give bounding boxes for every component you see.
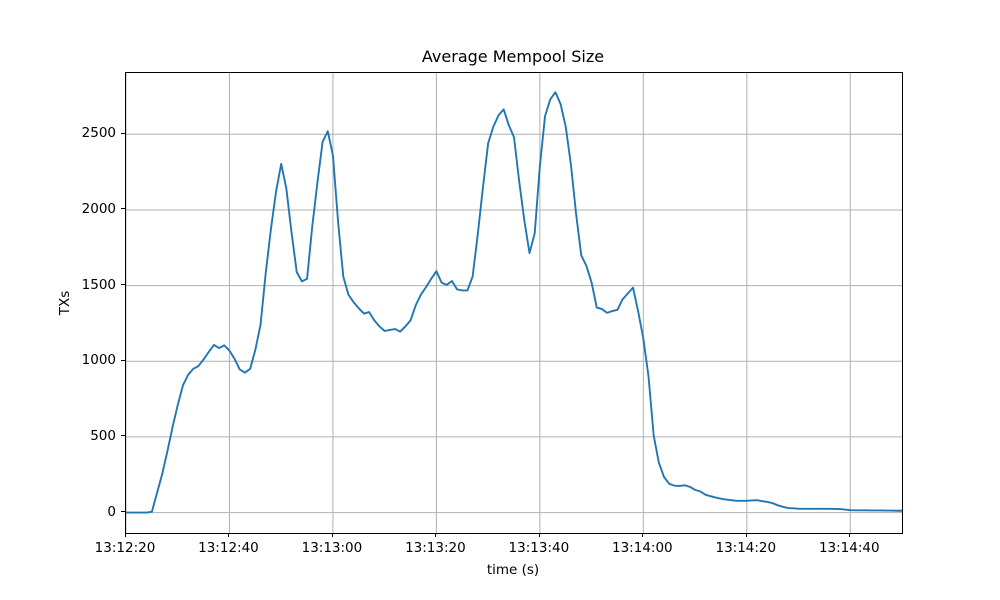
y-tick-mark	[121, 284, 125, 286]
x-tick-label: 13:12:20	[94, 540, 156, 556]
x-tick-label: 13:13:20	[405, 540, 466, 556]
chart-title: Average Mempool Size	[421, 47, 605, 66]
x-axis-label: time (s)	[486, 562, 540, 578]
y-tick-mark	[121, 435, 125, 437]
y-tick-label: 500	[90, 427, 116, 444]
x-tick-label: 13:13:40	[508, 540, 570, 556]
x-tick-label: 13:12:40	[198, 540, 259, 556]
x-tick-mark	[745, 533, 747, 537]
x-tick-label: 13:14:40	[818, 540, 880, 556]
y-tick-mark	[121, 208, 125, 210]
y-tick-label: 1000	[81, 352, 116, 369]
plot-area	[125, 72, 903, 534]
x-tick-label: 13:14:00	[612, 540, 673, 556]
x-tick-mark	[228, 533, 230, 537]
x-tick-mark	[849, 533, 851, 537]
y-tick-label: 2500	[81, 125, 116, 142]
y-tick-mark	[121, 511, 125, 513]
y-tick-label: 0	[107, 503, 116, 520]
x-tick-mark	[331, 533, 333, 537]
x-tick-mark	[125, 533, 126, 537]
y-tick-label: 1500	[81, 276, 116, 293]
x-tick-label: 13:14:20	[715, 540, 777, 556]
data-line-average-mempool-size	[126, 91, 902, 514]
y-tick-mark	[121, 359, 125, 361]
y-tick-mark	[121, 132, 125, 134]
x-tick-label: 13:13:00	[301, 540, 363, 556]
x-tick-mark	[538, 533, 540, 537]
line-plot	[126, 73, 902, 533]
x-tick-mark	[642, 533, 644, 537]
x-tick-mark	[435, 533, 437, 537]
y-axis-label: TXs	[57, 290, 73, 316]
y-tick-label: 2000	[81, 200, 116, 217]
